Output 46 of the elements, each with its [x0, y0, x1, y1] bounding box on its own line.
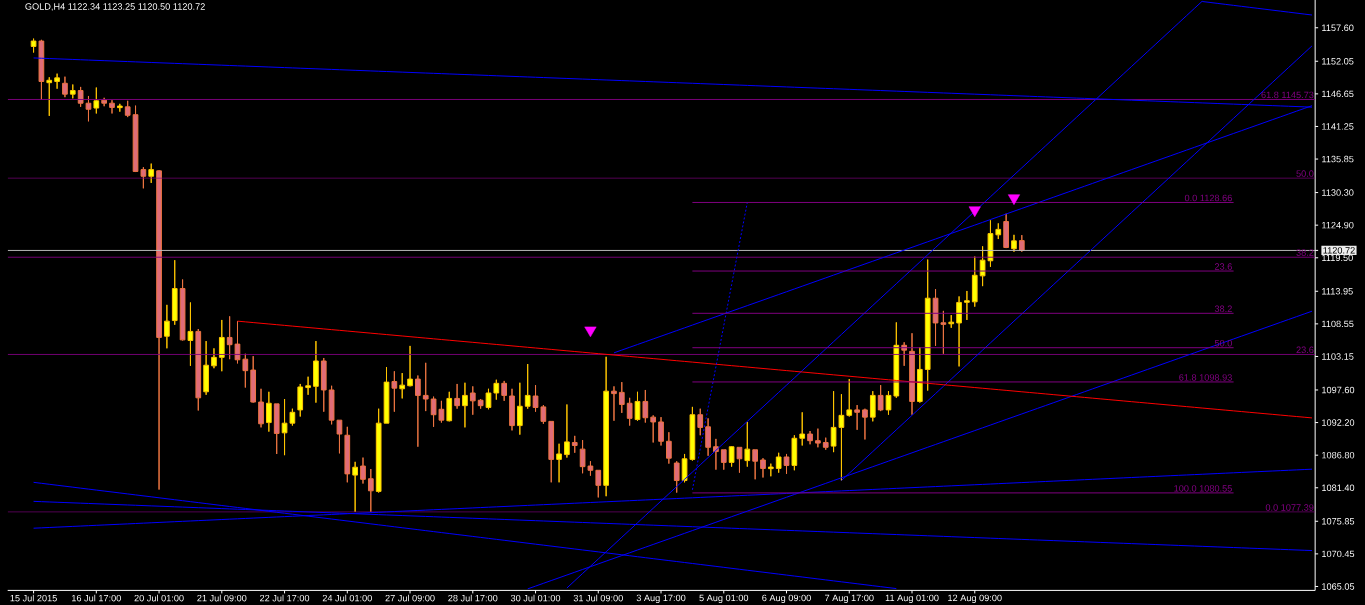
- x-tick-label: 24 Jul 01:00: [322, 594, 372, 602]
- y-tick-label: 1157.60: [1322, 24, 1354, 31]
- series-label: 61.8 1098.93: [1179, 374, 1232, 381]
- y-tick-label: 1081.40: [1322, 484, 1355, 491]
- y-tick-label: 1086.80: [1322, 451, 1355, 459]
- y-tick-label: 1141.25: [1322, 123, 1354, 130]
- x-tick-label: 6 Aug 09:00: [762, 594, 811, 603]
- x-tick-label: 21 Jul 09:00: [197, 594, 247, 602]
- series-label: 23.6: [1214, 263, 1232, 270]
- x-tick-label: 11 Aug 01:00: [885, 594, 939, 603]
- annotation: 38.2: [1296, 249, 1314, 256]
- x-tick-label: 20 Jul 01:00: [134, 594, 184, 602]
- y-tick-label: 1119.50: [1322, 254, 1353, 261]
- x-tick-label: 15 Jul 2015: [10, 594, 57, 602]
- series-label: 100.0 1080.55: [1174, 484, 1232, 492]
- x-tick-label: 28 Jul 17:00: [448, 594, 498, 602]
- annotation: 0.0 1077.39: [1265, 504, 1314, 511]
- x-tick-label: 7 Aug 17:00: [825, 594, 874, 603]
- annotation: 23.6: [1296, 346, 1314, 353]
- x-tick-label: 22 Jul 17:00: [260, 594, 310, 602]
- y-tick-label: 1092.20: [1322, 419, 1355, 426]
- y-tick-label: 1065.05: [1322, 583, 1355, 590]
- y-tick-label: 1135.85: [1322, 155, 1354, 163]
- y-tick-label: 1113.95: [1322, 287, 1353, 295]
- y-tick-label: 1124.90: [1322, 221, 1354, 229]
- x-tick-label: 16 Jul 17:00: [72, 594, 121, 602]
- y-tick-label: 1070.45: [1322, 550, 1355, 557]
- y-tick-label: 1146.65: [1322, 90, 1354, 97]
- x-tick-label: 3 Aug 17:00: [636, 594, 686, 603]
- y-tick-label: 1097.60: [1322, 386, 1355, 394]
- x-tick-label: 31 Jul 09:00: [573, 594, 623, 602]
- chart-title: GOLD,H4 1122.34 1123.25 1120.50 1120.72: [25, 3, 205, 11]
- x-tick-label: 30 Jul 01:00: [510, 594, 561, 602]
- x-tick-label: 12 Aug 09:00: [948, 594, 1002, 603]
- x-tick-label: 5 Aug 01:00: [699, 594, 749, 603]
- y-tick-label: 1130.30: [1322, 189, 1354, 196]
- x-tick-label: 27 Jul 09:00: [385, 594, 435, 602]
- series-label: 38.2: [1214, 305, 1232, 312]
- series-label: 0.0 1128.66: [1184, 194, 1232, 202]
- annotation: 61.8 1145.73: [1261, 91, 1314, 98]
- annotation: 50.0: [1296, 170, 1314, 177]
- y-tick-label: 1103.15: [1322, 353, 1354, 360]
- y-tick-label: 1152.05: [1322, 57, 1354, 65]
- y-tick-label: 1108.55: [1322, 320, 1354, 327]
- y-tick-label: 1120.72: [1323, 246, 1355, 254]
- y-tick-label: 1075.85: [1322, 517, 1355, 525]
